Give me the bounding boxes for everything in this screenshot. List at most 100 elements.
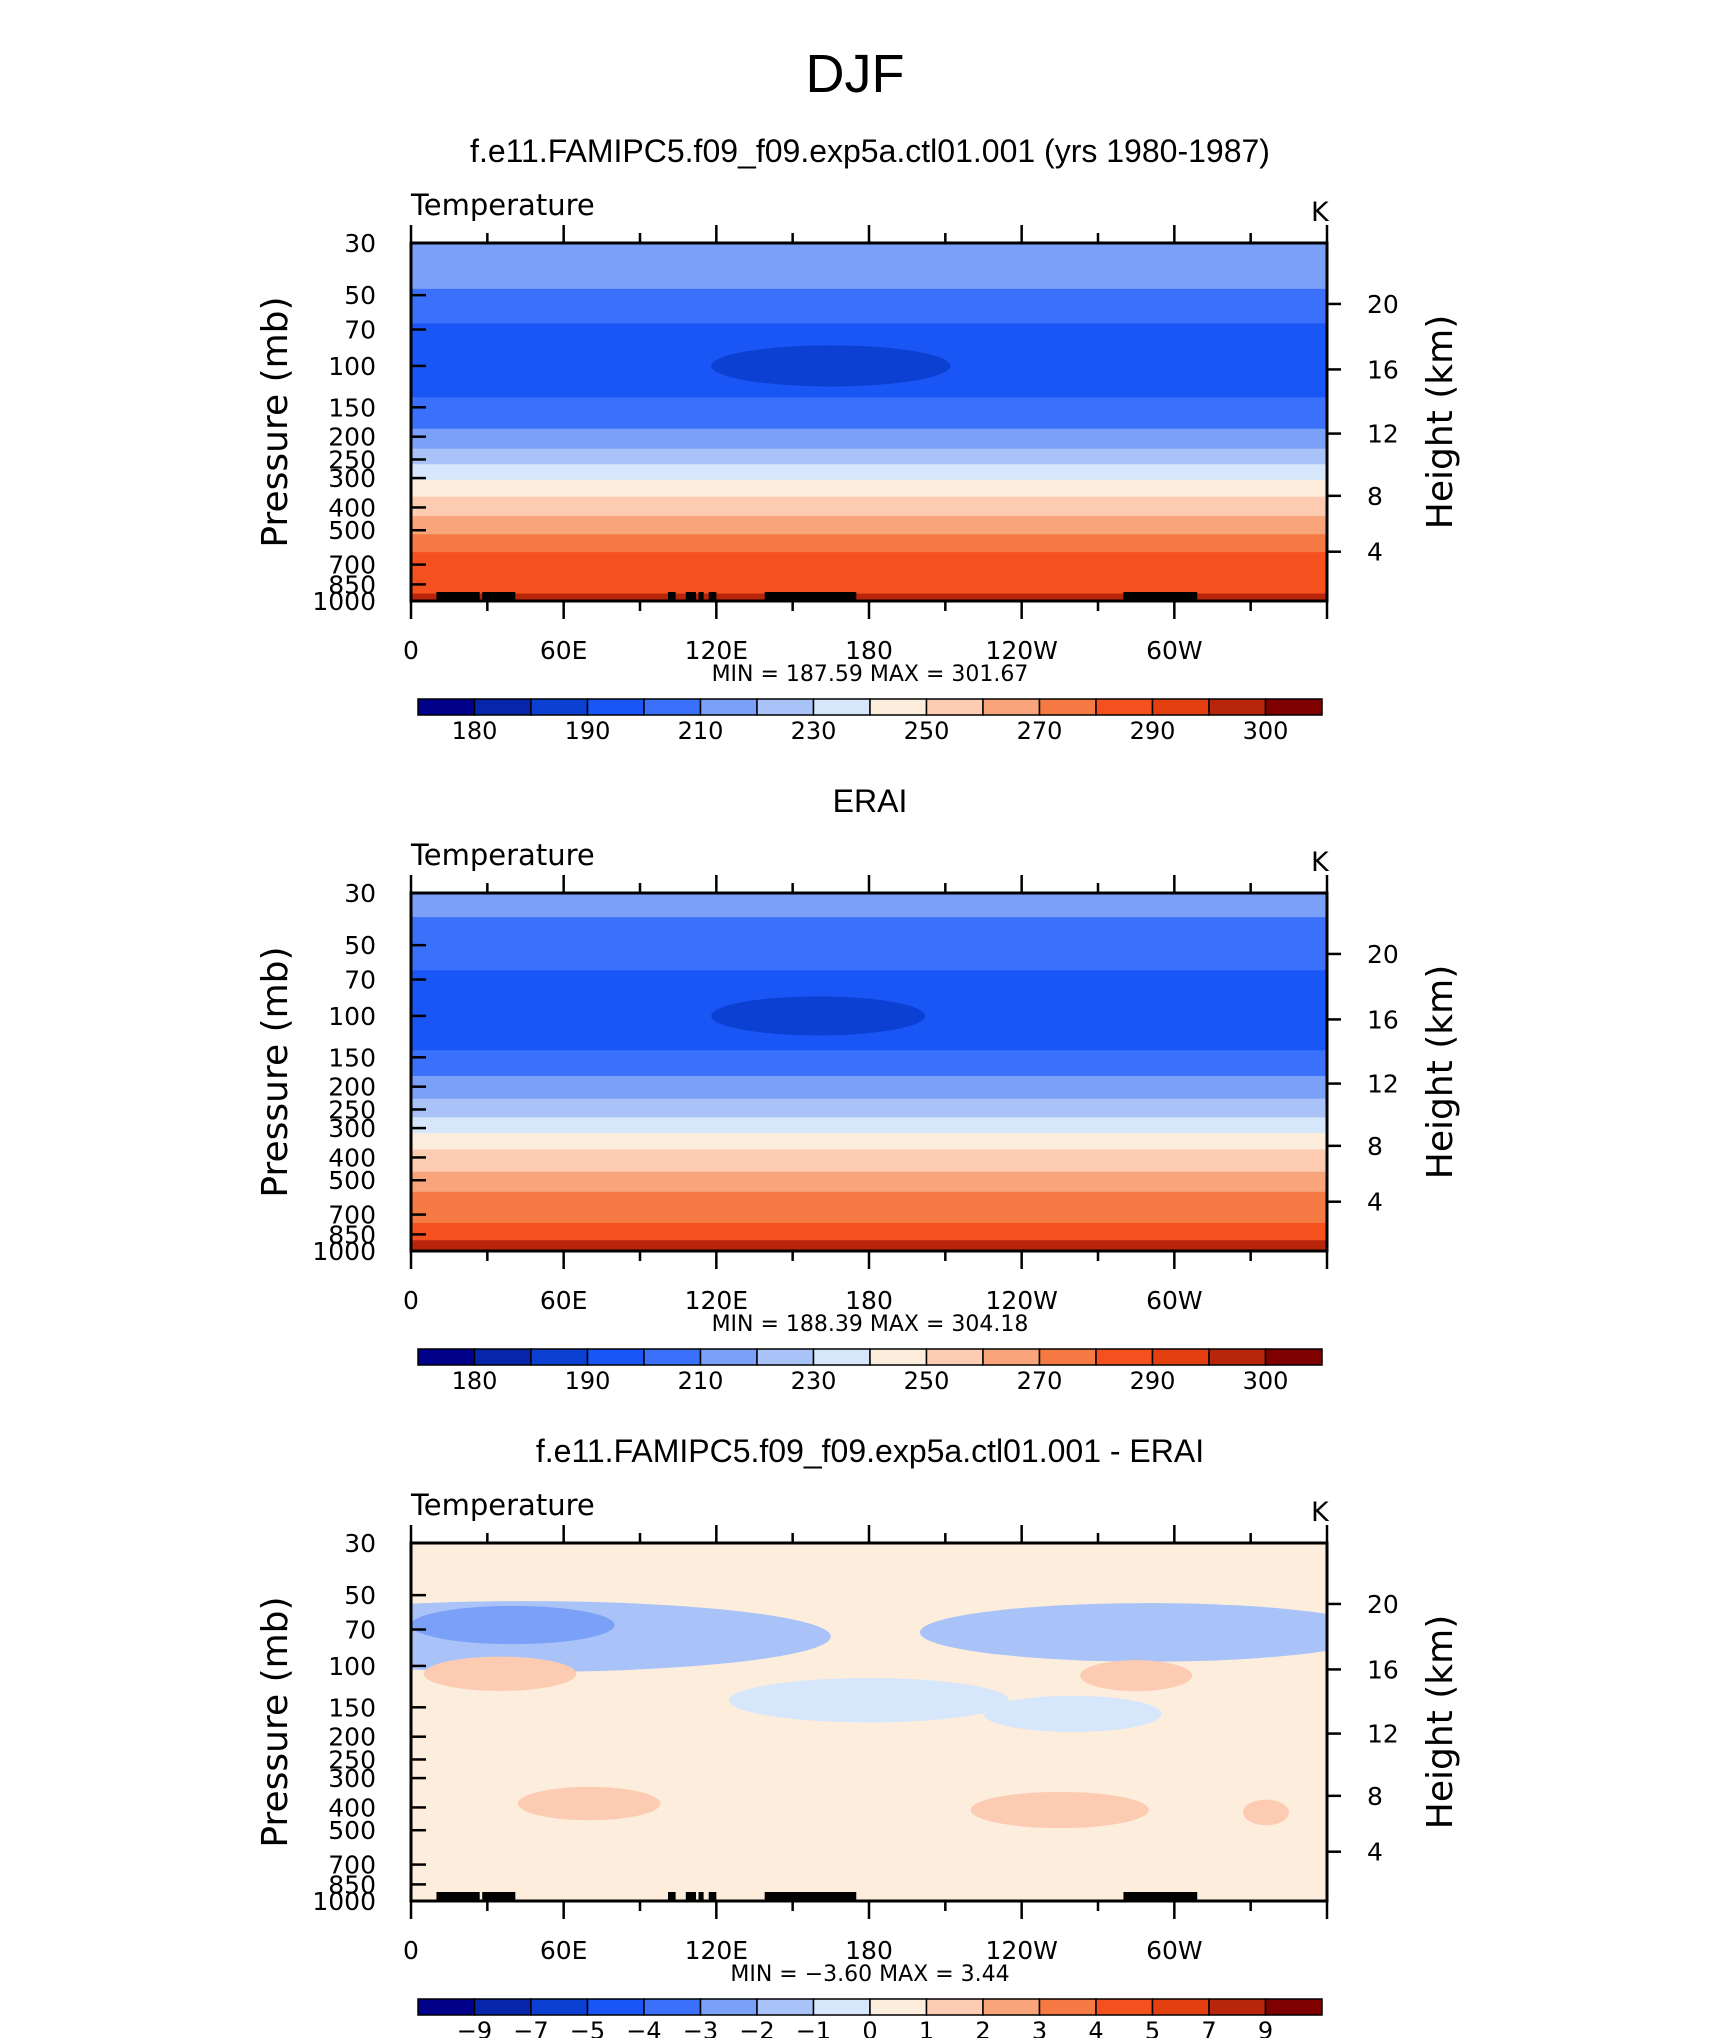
contour-field [411,893,1327,1251]
colorbar-swatch [756,1348,815,1366]
y-axis-label: Pressure (mb) [255,946,296,1197]
contour-blob [1080,1660,1193,1692]
colorbar: 180 190 210 230 250 270 290 300 [417,698,1323,745]
y-tick-label: 700 [328,1201,376,1230]
contour-band [411,893,1327,918]
y-tick-label: 100 [328,1652,376,1681]
contour-band [411,496,1327,517]
colorbar-swatch [699,1348,758,1366]
y2-tick-label: 16 [1367,1005,1399,1034]
contour-band [411,917,1327,971]
colorbar-swatch [473,698,532,716]
y-tick-label: 50 [344,1581,376,1610]
colorbar-swatch [530,1348,589,1366]
contour-band [411,243,1327,290]
y2-tick-label: 16 [1367,355,1399,384]
y-tick-label: 250 [328,445,376,474]
x-tick-label: 60W [1146,1936,1203,1965]
topography-mask [1123,1892,1198,1901]
y-tick-label: 1000 [312,587,376,616]
contour-band [411,1117,1327,1134]
colorbar-label: 1 [919,2017,934,2038]
contour-blob [970,1791,1149,1829]
colorbar-swatch [982,1348,1041,1366]
colorbar-label: 180 [452,717,498,745]
units-label: K [1311,197,1330,228]
x-tick-label: 120W [985,1286,1057,1315]
contour-band [411,464,1327,481]
topography-mask [1123,592,1198,601]
x-tick-label: 180 [845,636,893,665]
colorbar-label: 4 [1088,2017,1103,2038]
x-tick-label: 120E [685,1936,749,1965]
y-tick-label: 500 [328,1166,376,1195]
topography-mask [708,592,717,601]
contour-band [411,397,1327,430]
colorbar-swatch [869,1998,928,2016]
contour-blob [919,1603,1327,1662]
colorbar-label: 7 [1201,2017,1216,2038]
y-tick-label: 850 [328,1870,376,1899]
y-tick-label: 300 [328,464,376,493]
y-tick-label: 300 [328,1114,376,1143]
topography-mask [482,1892,498,1901]
y2-tick-label: 20 [1367,940,1399,969]
contour-band [411,1191,1327,1224]
colorbar-swatch [812,1348,871,1366]
y-tick-label: 200 [328,1723,376,1752]
panel-subtitle: Temperature [410,838,595,872]
colorbar-swatch [586,1998,645,2016]
colorbar-swatch [1095,698,1154,716]
contour-blob [711,996,925,1036]
y-tick-label: 500 [328,1816,376,1845]
contour-band [411,288,1327,324]
contour-blob [1243,1799,1289,1826]
colorbar-swatch [869,1348,928,1366]
colorbar-swatch [812,1998,871,2016]
colorbar-label: 210 [678,717,724,745]
colorbar-swatch [473,1348,532,1366]
panel-3: f.e11.FAMIPC5.f09_f09.exp5a.ctl01.001 - … [255,1433,1461,2038]
topography-mask [436,1892,480,1901]
colorbar-swatch [699,1998,758,2016]
contour-band [411,1075,1327,1100]
contour-band [411,1050,1327,1077]
x-tick-label: 120W [985,636,1057,665]
colorbar-swatch [1151,1998,1210,2016]
contour-band [411,1171,1327,1193]
x-tick-label: 60W [1146,636,1203,665]
colorbar-label: 190 [565,1367,611,1395]
y2-tick-label: 4 [1367,1838,1383,1867]
contour-blob [423,1656,577,1691]
panel-title: f.e11.FAMIPC5.f09_f09.exp5a.ctl01.001 - … [536,1433,1204,1469]
colorbar-swatch [756,698,815,716]
colorbar-swatch [1151,1348,1210,1366]
colorbar-label: 300 [1243,1367,1289,1395]
colorbar-label: 5 [1145,2017,1160,2038]
x-tick-label: 180 [845,1936,893,1965]
contour-band [411,1098,1327,1118]
colorbar-label: −5 [570,2017,605,2038]
colorbar-label: −7 [513,2017,548,2038]
colorbar-label: 210 [678,1367,724,1395]
panels: f.e11.FAMIPC5.f09_f09.exp5a.ctl01.001 (y… [255,133,1461,2038]
x-tick-label: 60W [1146,1286,1203,1315]
colorbar-swatch [586,698,645,716]
contour-blob [517,1786,661,1821]
units-label: K [1311,1497,1330,1528]
x-tick-label: 120E [685,1286,749,1315]
y-tick-label: 70 [344,966,376,995]
colorbar-swatch [1208,1348,1267,1366]
y-tick-label: 700 [328,1851,376,1880]
figure-title: DJF [806,44,905,104]
colorbar-swatch [530,1998,589,2016]
colorbar-swatch [1038,698,1097,716]
units-label: K [1311,847,1330,878]
contour-band [411,479,1327,498]
y-tick-label: 1000 [312,1237,376,1266]
contour-band [411,1149,1327,1173]
y-tick-label: 700 [328,551,376,580]
x-tick-label: 120E [685,636,749,665]
y-tick-label: 500 [328,516,376,545]
